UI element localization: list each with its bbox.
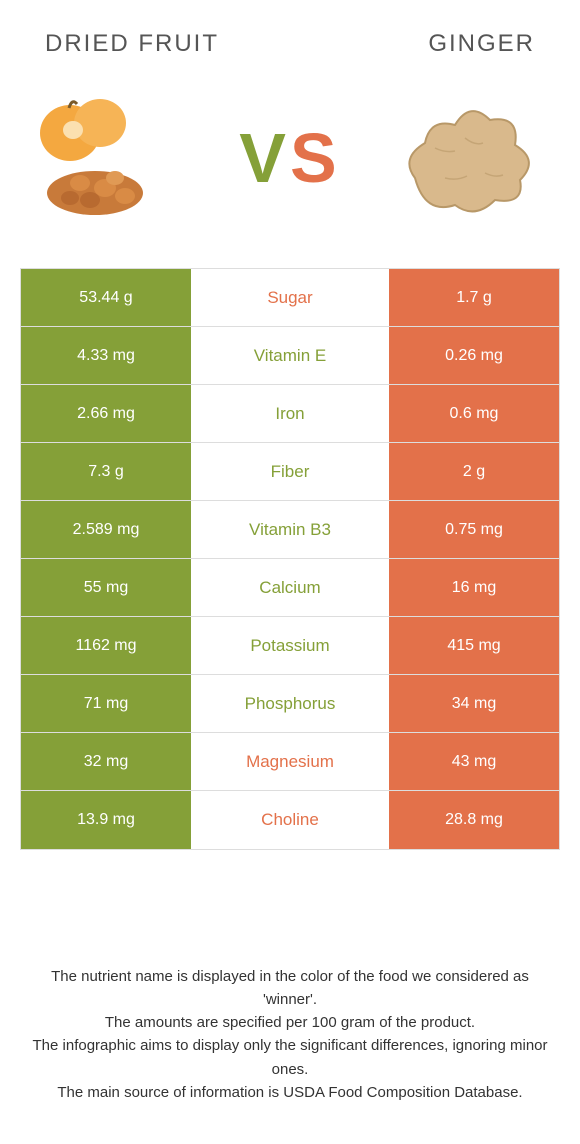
nutrient-label: Potassium — [191, 617, 389, 674]
nutrient-label: Choline — [191, 791, 389, 849]
footer-line: The main source of information is USDA F… — [25, 1081, 555, 1104]
table-row: 2.66 mgIron0.6 mg — [21, 385, 559, 443]
table-row: 71 mgPhosphorus34 mg — [21, 675, 559, 733]
footer-line: The amounts are specified per 100 gram o… — [25, 1011, 555, 1034]
table-row: 7.3 gFiber2 g — [21, 443, 559, 501]
right-value: 0.6 mg — [389, 385, 559, 442]
table-row: 53.44 gSugar1.7 g — [21, 269, 559, 327]
table-row: 2.589 mgVitamin B30.75 mg — [21, 501, 559, 559]
nutrient-label: Vitamin E — [191, 327, 389, 384]
left-value: 13.9 mg — [21, 791, 191, 849]
right-value: 34 mg — [389, 675, 559, 732]
left-value: 32 mg — [21, 733, 191, 790]
footer-line: The nutrient name is displayed in the co… — [25, 965, 555, 1012]
left-value: 1162 mg — [21, 617, 191, 674]
right-value: 43 mg — [389, 733, 559, 790]
header: Dried Fruit Ginger — [15, 30, 565, 58]
table-row: 55 mgCalcium16 mg — [21, 559, 559, 617]
left-value: 4.33 mg — [21, 327, 191, 384]
left-value: 2.589 mg — [21, 501, 191, 558]
nutrient-label: Calcium — [191, 559, 389, 616]
images-row: VS — [15, 88, 565, 228]
right-value: 0.26 mg — [389, 327, 559, 384]
left-value: 53.44 g — [21, 269, 191, 326]
left-value: 7.3 g — [21, 443, 191, 500]
nutrient-label: Sugar — [191, 269, 389, 326]
right-food-title: Ginger — [428, 30, 535, 58]
left-value: 2.66 mg — [21, 385, 191, 442]
nutrient-table: 53.44 gSugar1.7 g4.33 mgVitamin E0.26 mg… — [20, 268, 560, 850]
table-row: 32 mgMagnesium43 mg — [21, 733, 559, 791]
nutrient-label: Fiber — [191, 443, 389, 500]
left-value: 71 mg — [21, 675, 191, 732]
vs-letter-v: V — [239, 119, 290, 197]
dried-fruit-icon — [25, 88, 195, 228]
right-value: 1.7 g — [389, 269, 559, 326]
right-value: 0.75 mg — [389, 501, 559, 558]
footer-line: The infographic aims to display only the… — [25, 1034, 555, 1081]
nutrient-label: Magnesium — [191, 733, 389, 790]
footer-notes: The nutrient name is displayed in the co… — [15, 965, 565, 1105]
right-value: 2 g — [389, 443, 559, 500]
table-row: 4.33 mgVitamin E0.26 mg — [21, 327, 559, 385]
nutrient-label: Vitamin B3 — [191, 501, 389, 558]
nutrient-label: Iron — [191, 385, 389, 442]
right-value: 415 mg — [389, 617, 559, 674]
ginger-icon — [385, 88, 555, 228]
right-value: 16 mg — [389, 559, 559, 616]
nutrient-label: Phosphorus — [191, 675, 389, 732]
table-row: 1162 mgPotassium415 mg — [21, 617, 559, 675]
vs-letter-s: S — [290, 119, 341, 197]
left-value: 55 mg — [21, 559, 191, 616]
right-value: 28.8 mg — [389, 791, 559, 849]
left-food-title: Dried Fruit — [45, 30, 219, 58]
table-row: 13.9 mgCholine28.8 mg — [21, 791, 559, 849]
vs-label: VS — [239, 118, 340, 198]
